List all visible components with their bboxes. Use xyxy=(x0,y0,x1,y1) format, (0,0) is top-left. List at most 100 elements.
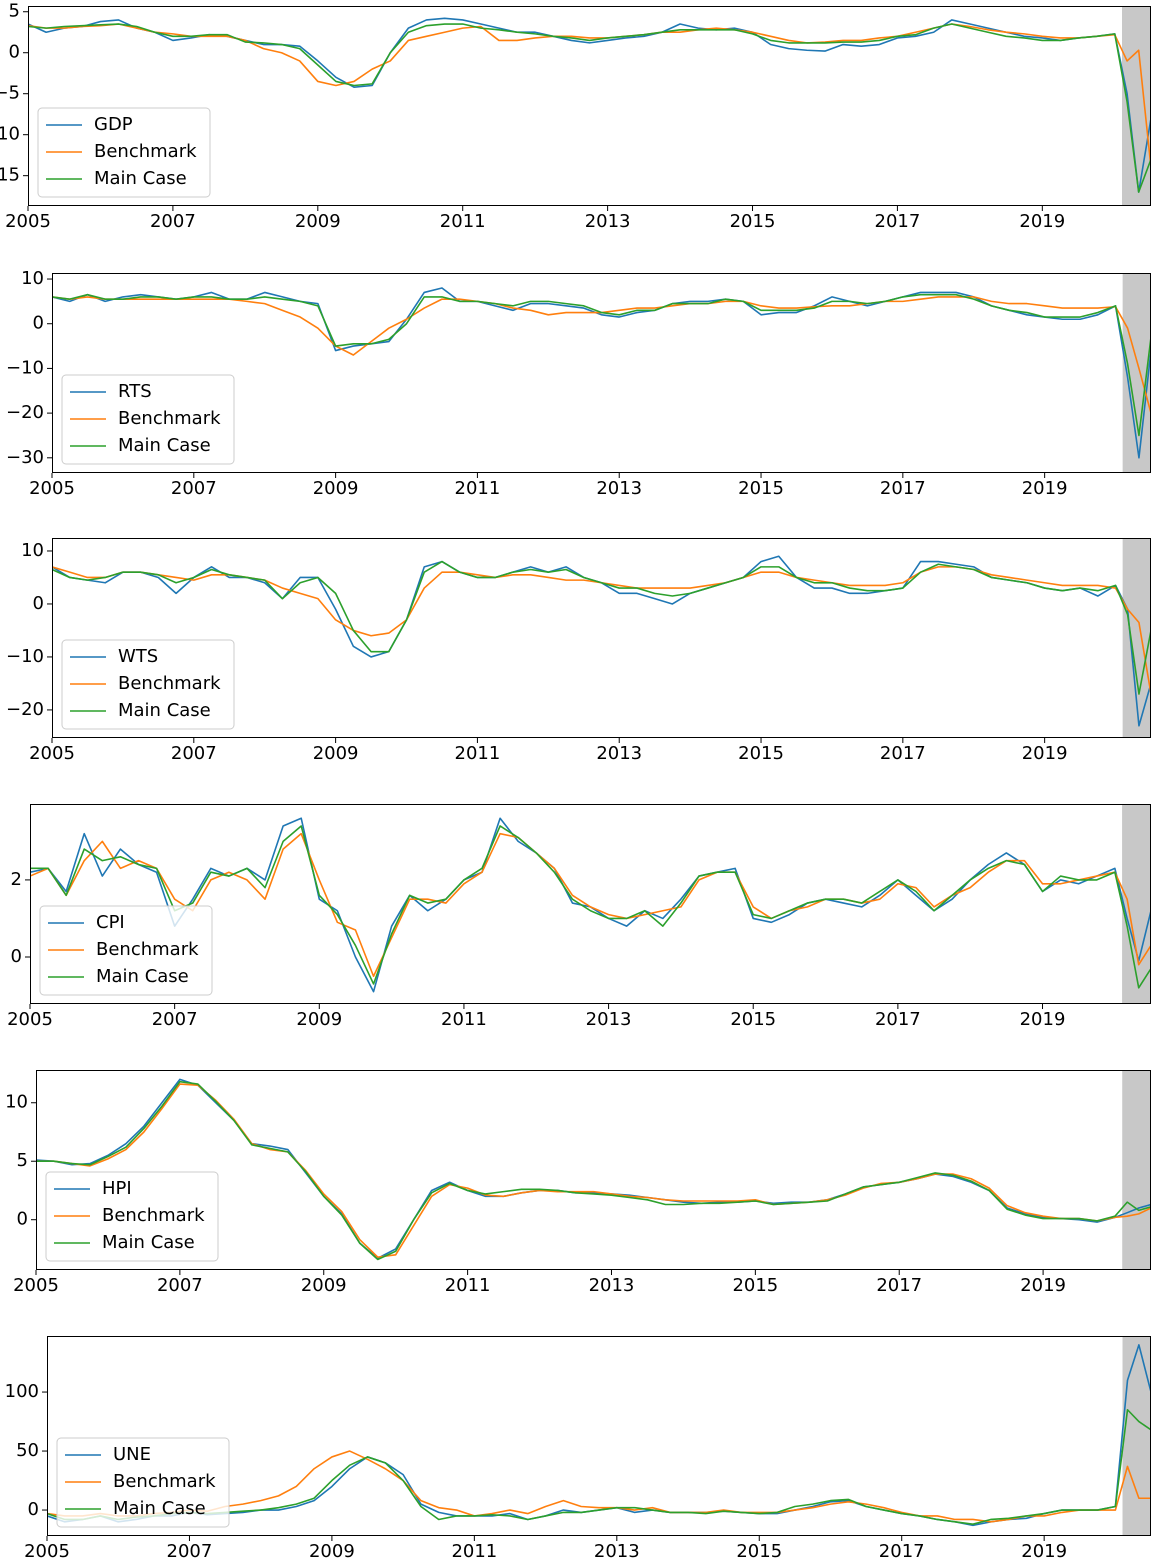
shaded-region xyxy=(1122,1336,1151,1536)
series-line xyxy=(47,1450,1151,1523)
legend-box xyxy=(45,1171,219,1262)
x-tick-label: 2005 xyxy=(13,1275,59,1296)
y-tick-label: −10 xyxy=(6,646,44,667)
x-tick-label: 2015 xyxy=(736,1541,782,1562)
shaded-region xyxy=(1122,1070,1151,1270)
x-tick-label: 2019 xyxy=(1022,478,1068,499)
x-tick-label: 2017 xyxy=(876,1275,922,1296)
x-tick-label: 2007 xyxy=(167,1541,213,1562)
series-line xyxy=(52,296,1151,414)
series-line xyxy=(30,832,1151,978)
x-tick-label: 2005 xyxy=(7,1009,53,1030)
legend-label: Benchmark xyxy=(102,1205,205,1226)
legend-label: Benchmark xyxy=(96,939,199,960)
x-tick-label: 2007 xyxy=(157,1275,203,1296)
legend: WTS Benchmark Main Case xyxy=(61,639,235,730)
x-tick-label: 2013 xyxy=(596,478,642,499)
x-tick-label: 2019 xyxy=(1020,1009,1066,1030)
x-tick-label: 2007 xyxy=(171,743,217,764)
panel: 0 2 2005 2007 2009 2011 2013 2015 2017 2019 CPI Ben… xyxy=(7,804,1151,1030)
x-tick-label: 2013 xyxy=(594,1541,640,1562)
legend: HPI Benchmark Main Case xyxy=(45,1171,219,1262)
legend: GDP Benchmark Main Case xyxy=(37,107,211,198)
x-tick-label: 2007 xyxy=(152,1009,198,1030)
legend-box xyxy=(61,374,235,465)
y-tick-label: −5 xyxy=(0,83,20,104)
y-tick-label: −20 xyxy=(6,699,44,720)
y-tick-label: 0 xyxy=(33,593,44,614)
plot-lines xyxy=(28,17,1151,193)
series-line xyxy=(47,1408,1151,1525)
legend-box xyxy=(56,1437,230,1528)
legend-label: Main Case xyxy=(102,1232,195,1253)
y-tick-label: 0 xyxy=(9,42,20,63)
legend: CPI Benchmark Main Case xyxy=(39,905,213,996)
legend-label: UNE xyxy=(113,1444,151,1465)
x-tick-label: 2009 xyxy=(313,743,359,764)
x-tick-label: 2019 xyxy=(1022,743,1068,764)
y-tick-label: −10 xyxy=(0,124,20,145)
legend-label: Main Case xyxy=(94,168,187,189)
x-tick-label: 2015 xyxy=(730,211,776,232)
x-tick-label: 2019 xyxy=(1021,1541,1067,1562)
x-tick-label: 2011 xyxy=(445,1275,491,1296)
legend-box xyxy=(39,905,213,996)
y-tick-label: 0 xyxy=(11,946,22,967)
y-tick-label: 0 xyxy=(33,313,44,334)
y-tick-label: 0 xyxy=(17,1209,28,1230)
x-tick-label: 2017 xyxy=(875,211,921,232)
y-tick-label: 10 xyxy=(5,1092,28,1113)
plot-lines xyxy=(52,555,1151,727)
series-line xyxy=(52,560,1151,695)
x-tick-label: 2011 xyxy=(455,478,501,499)
x-tick-label: 2009 xyxy=(309,1541,355,1562)
x-tick-label: 2007 xyxy=(171,478,217,499)
x-tick-label: 2011 xyxy=(440,211,486,232)
y-tick-label: 50 xyxy=(16,1440,39,1461)
plot-lines xyxy=(47,1344,1151,1527)
legend-label: HPI xyxy=(102,1178,132,1199)
panel: −15 −10 −5 0 5 2005 2007 2009 2011 2013 2015 2017 20… xyxy=(0,1,1151,232)
x-tick-label: 2009 xyxy=(301,1275,347,1296)
plot-lines xyxy=(36,1078,1151,1261)
x-tick-label: 2017 xyxy=(879,1541,925,1562)
plot-lines xyxy=(30,817,1151,993)
x-tick-label: 2011 xyxy=(455,743,501,764)
y-tick-label: −10 xyxy=(6,357,44,378)
panel: −30 −20 −10 0 10 2005 2007 2009 2011 2013 2015 2017… xyxy=(6,268,1151,499)
shaded-region xyxy=(1122,804,1151,1004)
series-line xyxy=(30,817,1151,993)
x-tick-label: 2017 xyxy=(880,743,926,764)
legend-label: Benchmark xyxy=(118,408,221,429)
x-tick-label: 2007 xyxy=(150,211,196,232)
y-tick-label: −20 xyxy=(6,402,44,423)
series-line xyxy=(28,17,1151,193)
y-tick-label: 2 xyxy=(11,869,22,890)
legend-label: GDP xyxy=(94,114,133,135)
y-tick-label: 100 xyxy=(5,1381,39,1402)
x-tick-label: 2015 xyxy=(738,478,784,499)
legend-label: Main Case xyxy=(96,966,189,987)
x-tick-label: 2013 xyxy=(586,1009,632,1030)
series-line xyxy=(30,825,1151,989)
series-line xyxy=(28,23,1151,193)
legend-label: RTS xyxy=(118,381,152,402)
legend-label: Benchmark xyxy=(118,673,221,694)
y-tick-label: −30 xyxy=(6,447,44,468)
x-tick-label: 2009 xyxy=(295,211,341,232)
x-tick-label: 2019 xyxy=(1020,1275,1066,1296)
x-tick-label: 2009 xyxy=(296,1009,342,1030)
legend-box xyxy=(61,639,235,730)
x-tick-label: 2009 xyxy=(313,478,359,499)
y-tick-label: 10 xyxy=(21,540,44,561)
y-tick-label: 0 xyxy=(28,1499,39,1520)
x-tick-label: 2019 xyxy=(1019,211,1065,232)
series-line xyxy=(52,293,1151,437)
y-tick-label: 10 xyxy=(21,268,44,289)
x-tick-label: 2015 xyxy=(730,1009,776,1030)
x-tick-label: 2013 xyxy=(585,211,631,232)
plot-lines xyxy=(52,287,1151,459)
x-tick-label: 2013 xyxy=(596,743,642,764)
